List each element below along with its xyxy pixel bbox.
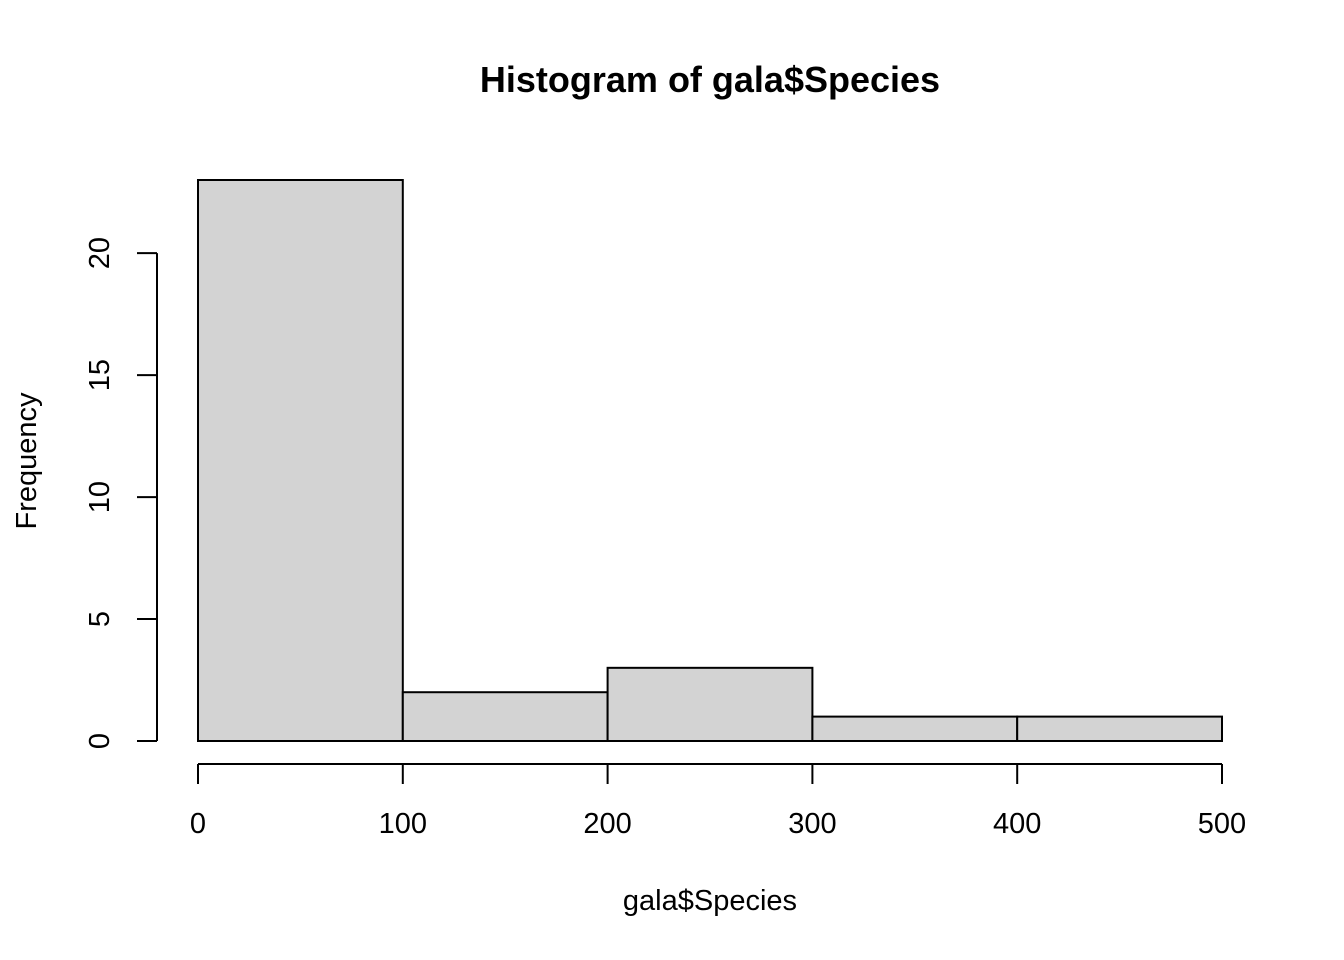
y-axis: 0 5 10 15 20 <box>84 237 158 749</box>
bars-group <box>197 179 1224 743</box>
y-tick-label-5: 5 <box>84 611 116 627</box>
y-tick-label-20: 20 <box>84 237 116 269</box>
histogram-bar-100-200 <box>401 691 609 743</box>
y-axis-label: Frequency <box>11 392 43 530</box>
x-tick-label-500: 500 <box>1198 808 1246 840</box>
x-tick-label-200: 200 <box>583 808 631 840</box>
histogram-bar-300-400 <box>811 715 1019 743</box>
x-tick-label-100: 100 <box>379 808 427 840</box>
y-tick-label-0: 0 <box>84 733 116 749</box>
x-tick-label-300: 300 <box>788 808 836 840</box>
x-tick-label-0: 0 <box>190 808 206 840</box>
histogram-bar-0-100 <box>197 179 404 742</box>
y-tick-label-15: 15 <box>84 359 116 391</box>
chart-title: Histogram of gala$Species <box>480 59 940 100</box>
x-axis-label: gala$Species <box>623 885 797 917</box>
histogram-bar-400-500 <box>1016 715 1224 743</box>
x-axis: 0 100 200 300 400 500 <box>190 763 1246 840</box>
x-tick-label-400: 400 <box>993 808 1041 840</box>
y-tick-label-10: 10 <box>84 481 116 513</box>
histogram-bar-200-300 <box>606 666 814 743</box>
